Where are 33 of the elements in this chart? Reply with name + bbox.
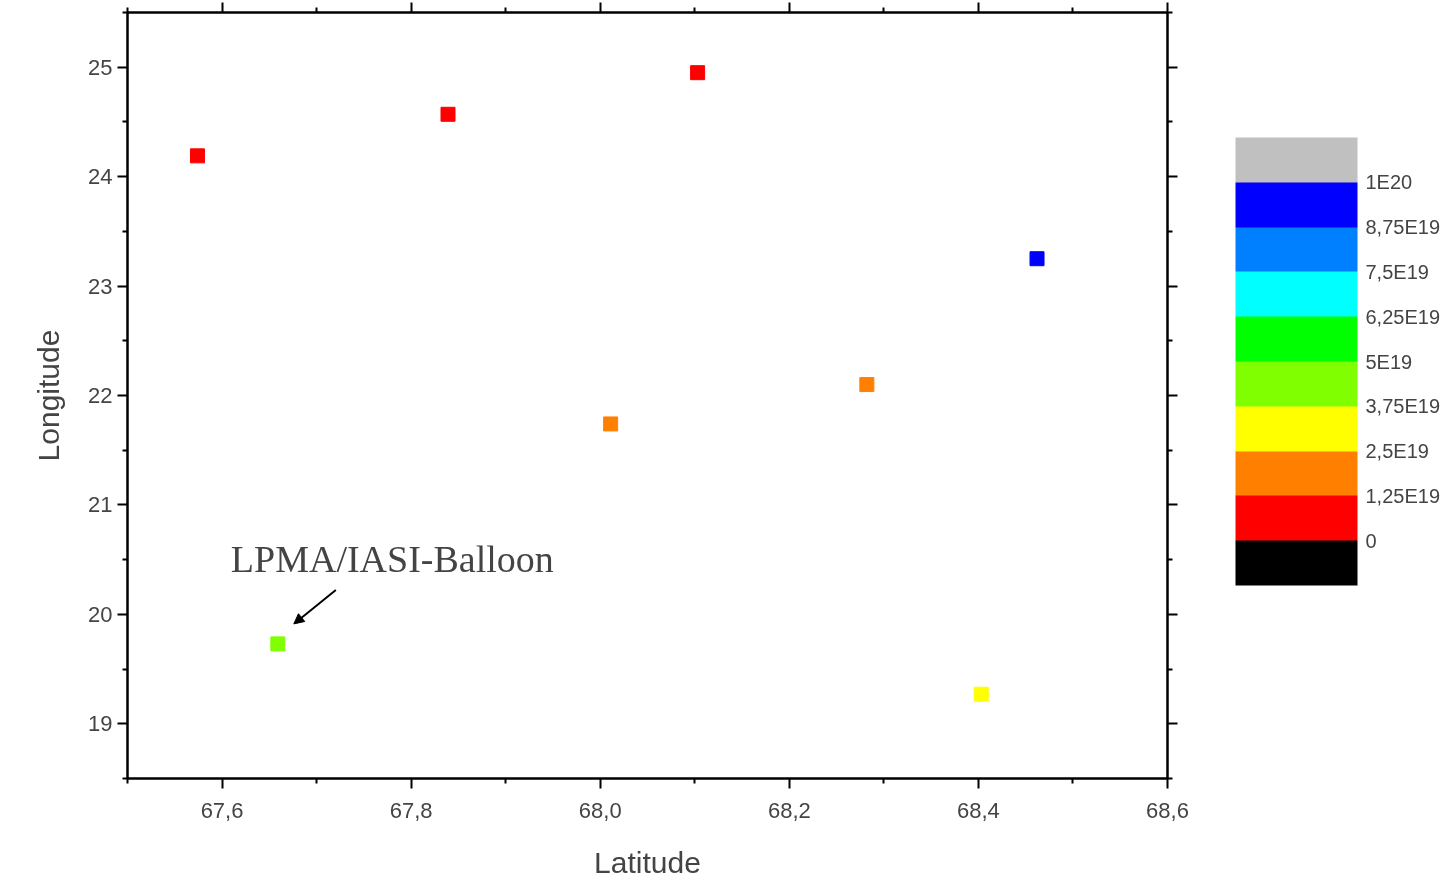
y-tick-label: 21 [88,492,113,518]
point [973,686,989,702]
x-axis-title: Latitude [594,845,701,879]
x-tick-label: 68,2 [767,797,811,823]
annotation: LPMA/IASI-Balloon [230,537,554,580]
x-tick-label: 67,8 [389,797,433,823]
point [690,65,706,81]
point [1029,251,1045,267]
point [440,106,456,122]
y-tick-label: 23 [88,273,113,299]
x-tick-label: 67,6 [200,797,244,823]
point [603,416,619,432]
point [189,148,205,164]
y-tick-label: 20 [88,601,113,627]
color-bar-label: 2,5E19 [1365,440,1429,463]
color-bar-label: 1,25E19 [1365,484,1441,507]
point [270,636,286,652]
color-bar-label: 1E20 [1365,171,1413,194]
point [859,377,875,393]
y-tick-label: 24 [88,164,113,190]
color-bar-label: 8,75E19 [1365,216,1441,239]
x-tick-label: 68,0 [578,797,622,823]
y-tick-label: 25 [88,54,113,80]
y-tick-label: 22 [88,383,113,408]
color-bar-label: 5E19 [1365,350,1413,373]
x-tick-label: 68,6 [1146,797,1189,823]
color-bar-label: 3,75E19 [1365,395,1441,418]
color-bar-label: 6,25E19 [1365,305,1441,328]
color-bar-label: 7,5E19 [1365,260,1429,283]
color-bar-label: 0 [1365,529,1377,552]
y-axis-title: Longitude [32,329,66,462]
x-tick-label: 68,4 [957,797,1000,823]
y-tick-label: 19 [88,711,113,737]
